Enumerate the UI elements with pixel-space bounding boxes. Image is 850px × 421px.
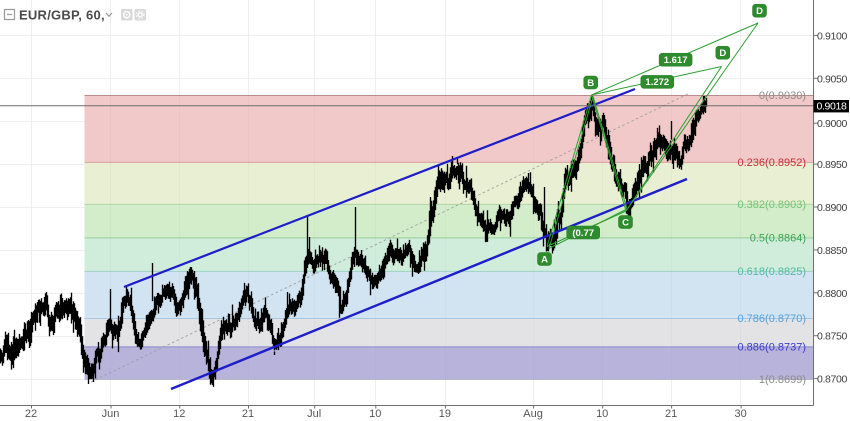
- svg-text:Jun: Jun: [102, 408, 120, 420]
- svg-text:0.5(0.8864): 0.5(0.8864): [750, 232, 806, 244]
- svg-text:Jul: Jul: [307, 408, 321, 420]
- svg-text:0.786(0.8770): 0.786(0.8770): [738, 313, 807, 325]
- svg-text:21: 21: [242, 408, 254, 420]
- svg-text:1(0.8699): 1(0.8699): [759, 374, 806, 386]
- svg-text:D: D: [719, 48, 726, 59]
- svg-text:0.8850: 0.8850: [817, 245, 848, 257]
- svg-text:0.618(0.8825): 0.618(0.8825): [738, 266, 807, 278]
- svg-text:0.8800: 0.8800: [817, 288, 848, 300]
- svg-text:0.236(0.8952): 0.236(0.8952): [738, 157, 807, 169]
- svg-text:0.9100: 0.9100: [817, 30, 848, 42]
- svg-text:0.8950: 0.8950: [817, 159, 848, 171]
- svg-text:(0.77: (0.77: [572, 228, 594, 239]
- svg-text:0.9018: 0.9018: [817, 101, 848, 113]
- svg-text:22: 22: [25, 408, 37, 420]
- svg-text:0.382(0.8903): 0.382(0.8903): [738, 199, 807, 211]
- svg-text:0.886(0.8737): 0.886(0.8737): [738, 341, 807, 353]
- svg-text:0.8900: 0.8900: [817, 202, 848, 214]
- svg-text:0.8700: 0.8700: [817, 374, 848, 386]
- svg-text:0.8750: 0.8750: [817, 331, 848, 343]
- svg-text:1.272: 1.272: [645, 77, 669, 88]
- svg-text:0(0.9030): 0(0.9030): [759, 90, 806, 102]
- svg-text:A: A: [541, 254, 548, 265]
- svg-text:10: 10: [369, 408, 381, 420]
- svg-text:21: 21: [665, 408, 677, 420]
- svg-text:C: C: [622, 217, 629, 228]
- svg-text:30: 30: [734, 408, 746, 420]
- svg-text:0.9000: 0.9000: [817, 118, 848, 130]
- svg-text:EUR/GBP, 60,: EUR/GBP, 60,: [19, 8, 105, 23]
- svg-text:D: D: [756, 6, 763, 17]
- svg-text:12: 12: [173, 408, 185, 420]
- svg-text:1.617: 1.617: [664, 55, 688, 66]
- svg-text:Aug: Aug: [523, 408, 543, 420]
- svg-text:19: 19: [439, 408, 451, 420]
- svg-text:0.9050: 0.9050: [817, 73, 848, 85]
- svg-text:B: B: [587, 78, 594, 89]
- svg-text:10: 10: [596, 408, 608, 420]
